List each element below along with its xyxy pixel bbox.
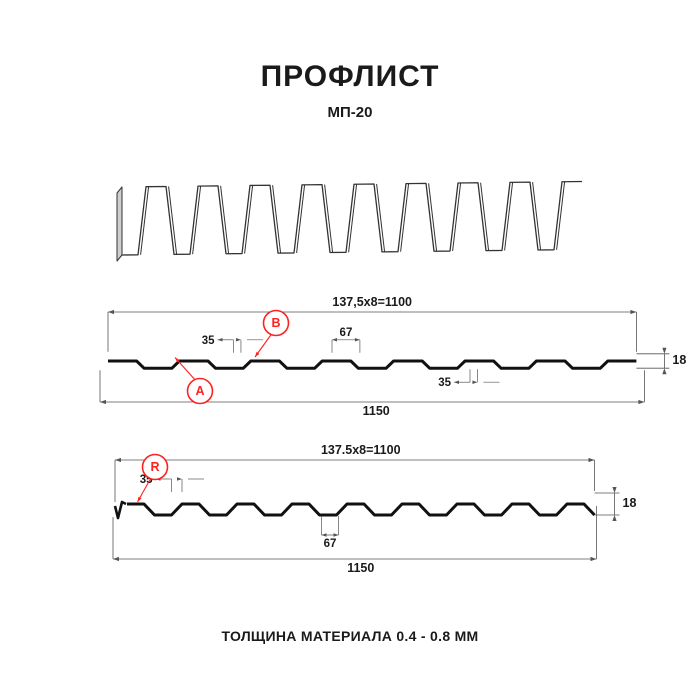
svg-text:18: 18 — [623, 496, 637, 510]
svg-text:67: 67 — [324, 538, 337, 550]
svg-text:R: R — [150, 460, 159, 474]
svg-text:18: 18 — [672, 353, 686, 367]
svg-text:A: A — [195, 384, 204, 398]
svg-text:137.5х8=1100: 137.5х8=1100 — [321, 443, 401, 457]
svg-text:1150: 1150 — [347, 561, 374, 575]
svg-text:67: 67 — [340, 327, 353, 339]
svg-text:35: 35 — [438, 377, 451, 389]
svg-text:1150: 1150 — [363, 404, 390, 418]
svg-text:137,5х8=1100: 137,5х8=1100 — [332, 295, 412, 309]
svg-text:B: B — [271, 316, 280, 330]
svg-text:35: 35 — [202, 335, 215, 347]
